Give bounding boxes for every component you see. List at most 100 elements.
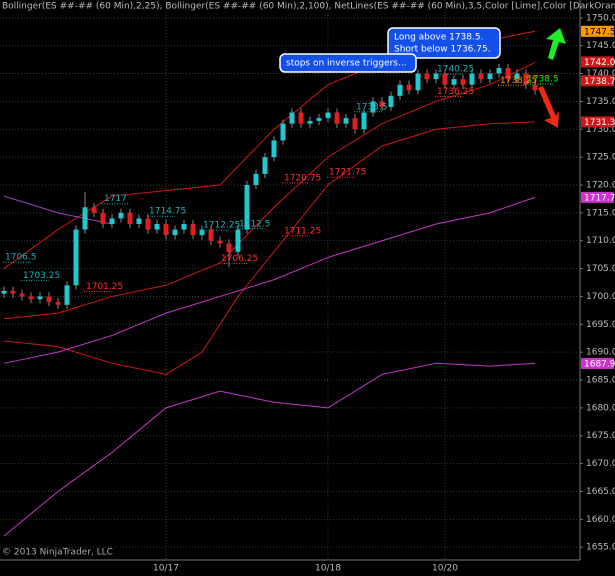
price-marker-label: 1731.32 [584, 118, 615, 128]
candle-body [289, 112, 295, 124]
callout-text: stops on inverse triggers... [286, 59, 407, 69]
callout-text: Long above 1738.5. [394, 33, 483, 43]
candle-body [199, 229, 205, 236]
level-label: 1740.25 [437, 65, 474, 75]
y-tick-label: 1670.00 [586, 459, 615, 469]
candle-body [163, 224, 169, 236]
candle-body [64, 285, 70, 305]
candle-body [523, 73, 529, 85]
candle-body [406, 84, 412, 91]
candle-body [244, 184, 250, 230]
candle-body [478, 73, 484, 80]
level-label: 1733.5 [356, 102, 388, 112]
callout-text: Short below 1736.75. [394, 45, 491, 55]
price-marker-label: 1747.58 [584, 27, 615, 37]
y-tick-label: 1725.00 [586, 153, 615, 163]
y-tick-label: 1730.00 [586, 125, 615, 135]
y-tick-label: 1750.00 [586, 13, 615, 23]
x-tick-label: 10/18 [315, 564, 341, 574]
y-tick-label: 1675.00 [586, 431, 615, 441]
price-marker [581, 25, 614, 37]
footer: © 2013 NinjaTrader, LLC [2, 548, 113, 558]
y-tick-label: 1665.00 [586, 487, 615, 497]
y-tick-label: 1660.00 [586, 515, 615, 525]
candle-body [442, 73, 448, 85]
candle-body [361, 112, 367, 130]
level-label: 1738.25 [500, 76, 537, 86]
candle-body [469, 73, 475, 85]
candle-body [91, 207, 97, 213]
level-label: 1720.75 [284, 173, 321, 183]
indicator-line [3, 61, 536, 320]
price-marker [581, 357, 614, 369]
candle-body [460, 79, 466, 85]
candle-body [343, 118, 349, 124]
candle-body [226, 243, 232, 252]
candle-body [46, 296, 52, 303]
candle-body [127, 212, 133, 224]
level-label: 1703.25 [23, 271, 60, 281]
candle-body [397, 84, 403, 96]
x-tick-label: 10/17 [153, 564, 179, 574]
y-tick-label: 1690.00 [586, 348, 615, 358]
candle-body [10, 290, 16, 294]
indicator-line [3, 196, 536, 364]
candle-body [82, 207, 88, 230]
price-marker [581, 75, 614, 87]
candle-body [334, 112, 340, 124]
price-marker-label: 1717.78 [584, 193, 615, 203]
level-label: 1706.5 [5, 253, 37, 263]
candle-body [154, 224, 160, 230]
candle-body [208, 229, 214, 241]
candle-body [307, 120, 313, 124]
level-label: 1701.25 [86, 282, 123, 292]
y-tick-label: 1680.00 [586, 403, 615, 413]
candle-body [316, 118, 322, 121]
level-label: 1714.75 [149, 207, 186, 217]
y-tick-label: 1655.00 [586, 543, 615, 553]
candle-body [388, 95, 394, 107]
arrow-up [546, 28, 566, 60]
indicator-line [3, 195, 113, 225]
y-tick-label: 1710.00 [586, 236, 615, 246]
candle-body [73, 229, 79, 286]
arrow-down [538, 86, 559, 128]
candle-body [1, 290, 7, 294]
price-marker-label: 1738.70 [584, 77, 615, 87]
candle-body [514, 73, 520, 80]
candle-body [100, 212, 106, 224]
candle-body [172, 229, 178, 236]
y-tick-label: 1685.00 [586, 376, 615, 386]
level-label: 1721.75 [329, 168, 366, 178]
candle-body [424, 73, 430, 80]
y-tick-label: 1700.00 [586, 292, 615, 302]
candle-body [298, 112, 304, 124]
candle-body [271, 140, 277, 158]
candle-body [370, 101, 376, 113]
candle-body [415, 73, 421, 91]
candle-body [379, 101, 385, 107]
candle-body [505, 67, 511, 80]
callout-box [279, 53, 417, 73]
level-label: 1706.25 [221, 254, 258, 264]
candle-body [190, 224, 196, 236]
candle-body [253, 173, 259, 185]
candle-body [181, 224, 187, 230]
price-marker-label: 1742.08 [584, 58, 615, 68]
candle-body [280, 123, 286, 141]
price-marker [581, 191, 614, 203]
y-tick-label: 1720.00 [586, 180, 615, 190]
indicator-line [3, 121, 536, 375]
candle-body [217, 240, 223, 244]
y-tick-label: 1715.00 [586, 208, 615, 218]
callout-box [387, 27, 501, 59]
candle-body [451, 79, 457, 85]
candle-body [37, 296, 43, 300]
price-marker-label: 1687.97 [584, 359, 615, 369]
level-label: 1717 [104, 194, 127, 204]
candle-body [496, 67, 502, 74]
x-tick-label: 10/20 [432, 564, 458, 574]
